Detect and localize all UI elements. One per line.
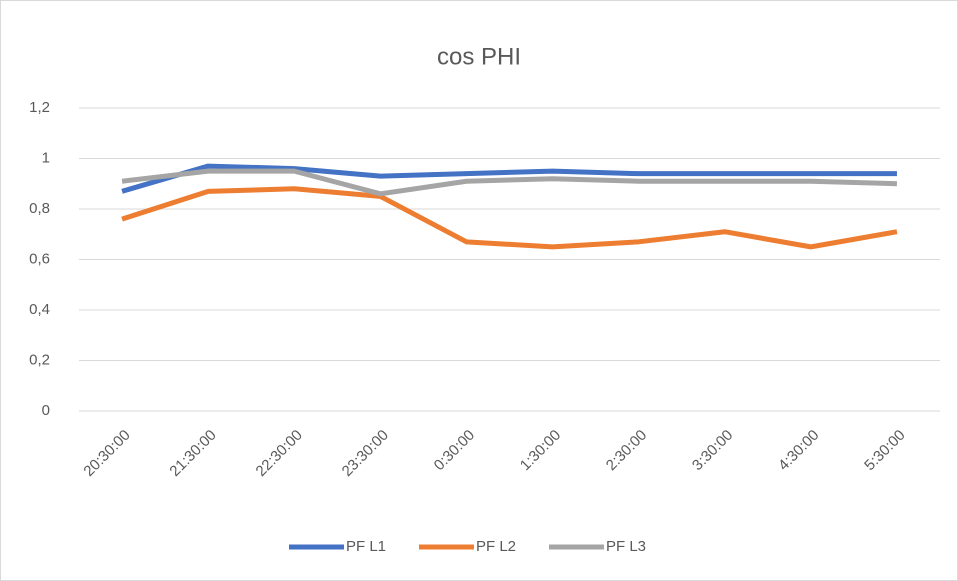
y-tick-label: 0,2 xyxy=(29,351,50,368)
y-tick-label: 1 xyxy=(42,149,50,166)
y-tick-label: 0,8 xyxy=(29,200,50,217)
y-tick-label: 0 xyxy=(42,402,50,419)
y-tick-label: 0,4 xyxy=(29,301,50,318)
chart-title: cos PHI xyxy=(437,43,521,70)
legend-label: PF L3 xyxy=(606,538,646,555)
legend-label: PF L2 xyxy=(476,538,516,555)
series-line xyxy=(121,168,898,197)
legend-label: PF L1 xyxy=(346,538,386,555)
y-tick-label: 0,6 xyxy=(29,250,50,267)
series-line xyxy=(121,163,897,194)
series-line xyxy=(121,186,898,250)
y-tick-label: 1,2 xyxy=(29,99,50,116)
